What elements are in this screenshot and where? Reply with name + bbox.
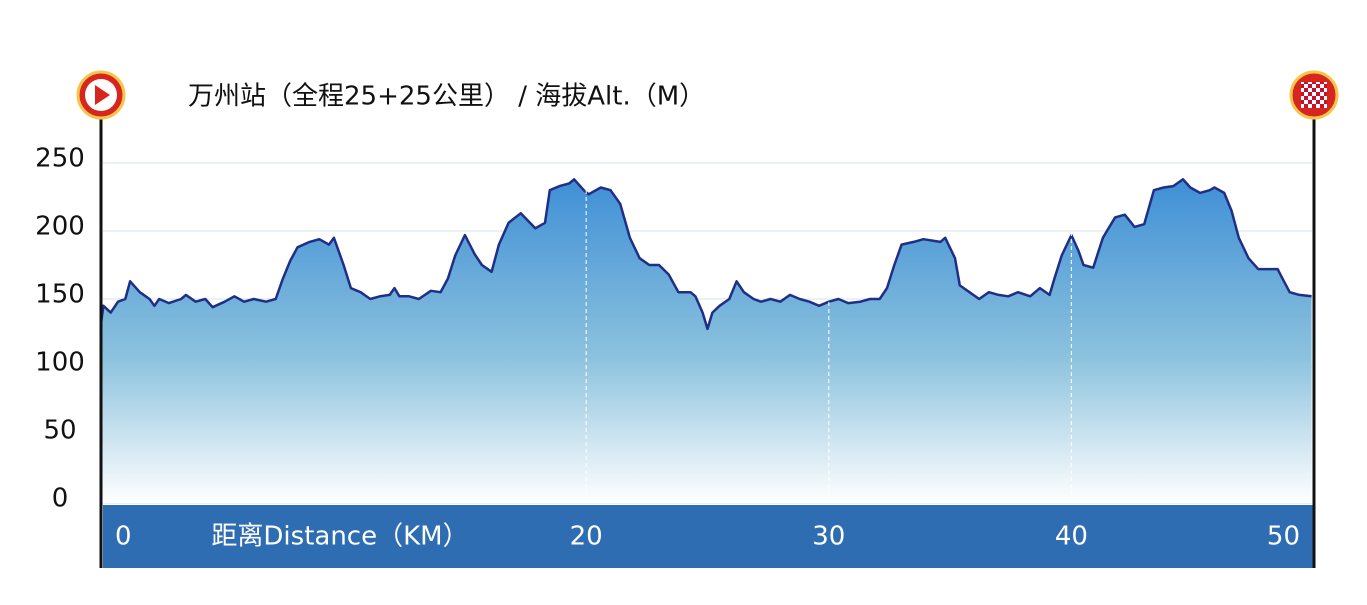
x-tick-label: 40 (1055, 522, 1088, 552)
start-flag (76, 70, 126, 120)
y-tick-label: 100 (35, 348, 85, 378)
chart-title: 万州站（全程25+25公里） / 海拔Alt.（M） (188, 82, 705, 112)
y-tick-label: 250 (35, 144, 85, 174)
x-tick-label: 0 (115, 522, 132, 552)
x-tick-label: 50 (1267, 522, 1300, 552)
x-axis-title: 距离Distance（KM） (211, 522, 468, 552)
y-tick-label: 0 (52, 484, 69, 514)
elevation-line (99, 178, 1312, 331)
y-tick-label: 150 (35, 280, 85, 310)
x-axis-band (103, 505, 1314, 568)
x-tick-label: 20 (570, 522, 603, 552)
plot-area (99, 162, 1315, 504)
y-tick-label: 50 (43, 416, 76, 446)
y-tick-label: 200 (35, 212, 85, 242)
elevation-area (101, 179, 1312, 504)
x-tick-label: 30 (812, 522, 845, 552)
finish-flag (1289, 70, 1339, 120)
